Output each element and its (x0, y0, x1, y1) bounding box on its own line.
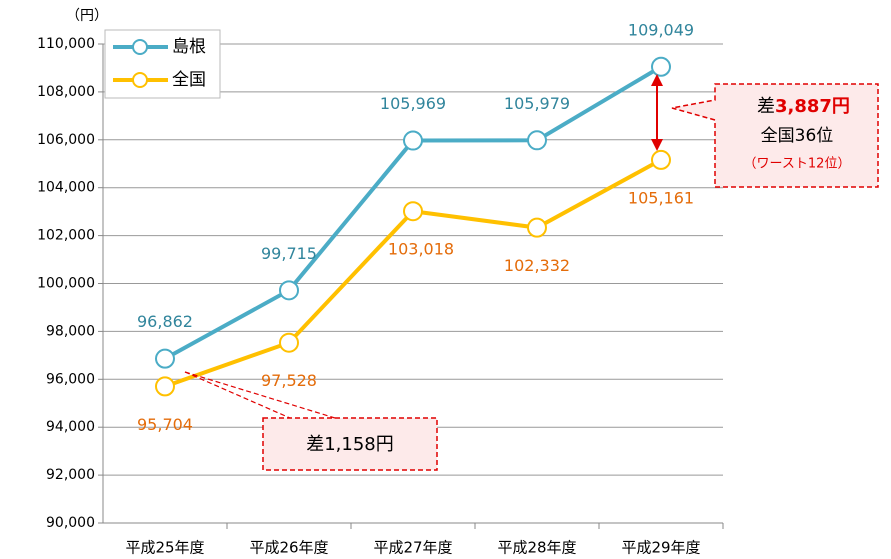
y-tick-label: 106,000 (37, 132, 95, 148)
data-label: 105,979 (504, 94, 570, 113)
y-tick-label: 102,000 (37, 228, 95, 244)
data-label: 109,049 (628, 20, 694, 39)
annotation: 差 (757, 96, 775, 117)
data-point (279, 280, 299, 301)
x-tick-label: 平成25年度 (125, 539, 204, 557)
legend-label: 全国 (172, 70, 206, 90)
data-point (403, 201, 423, 222)
y-tick-label: 96,000 (46, 371, 95, 387)
callout-box (262, 417, 438, 471)
callout-pointer (184, 371, 291, 419)
x-tick-label: 平成28年度 (497, 539, 576, 557)
y-tick-label: 100,000 (37, 276, 95, 292)
unit-label: （円） (66, 8, 108, 24)
data-label: 105,161 (628, 188, 694, 207)
data-label: 97,528 (261, 371, 317, 390)
data-label: 99,715 (261, 244, 317, 263)
legend-label: 島根 (172, 37, 206, 57)
callout-box (671, 83, 879, 188)
data-point (651, 56, 671, 77)
data-label: 103,018 (388, 240, 454, 259)
data-point (651, 149, 671, 170)
y-tick-label: 92,000 (46, 467, 95, 483)
data-label: 96,862 (137, 312, 193, 331)
y-tick-label: 94,000 (46, 419, 95, 435)
legend-box (104, 29, 221, 99)
data-point (527, 130, 547, 151)
data-label: 105,969 (380, 94, 446, 113)
legend-marker (132, 72, 148, 88)
x-tick-label: 平成26年度 (249, 539, 328, 557)
callout-pointer (184, 371, 336, 419)
annotation: 全国36位 (761, 126, 834, 146)
x-tick-label: 平成27年度 (373, 539, 452, 557)
annotation: 3,887円 (775, 96, 850, 117)
x-tick-label: 平成29年度 (621, 539, 700, 557)
series-line (164, 158, 662, 389)
data-label: 102,332 (504, 256, 570, 275)
y-tick-label: 108,000 (37, 84, 95, 100)
arrow-head (651, 139, 663, 151)
y-tick-label: 90,000 (46, 515, 95, 531)
arrow-head (651, 74, 663, 86)
annotation: 差1,158円 (306, 434, 394, 455)
plot-area: 90,000 92,000 94,000 96,000 98,000 100,000 102… (37, 20, 724, 557)
y-tick-label: 110,000 (37, 36, 95, 52)
data-point (155, 348, 175, 369)
legend-marker (132, 39, 148, 55)
data-point (155, 376, 175, 397)
y-tick-label: 98,000 (46, 323, 95, 339)
data-point (527, 217, 547, 238)
annotation: （ワースト12位） (744, 157, 851, 172)
data-point (279, 332, 299, 353)
y-tick-label: 104,000 (37, 180, 95, 196)
data-point (403, 130, 423, 151)
data-label: 95,704 (137, 415, 193, 434)
